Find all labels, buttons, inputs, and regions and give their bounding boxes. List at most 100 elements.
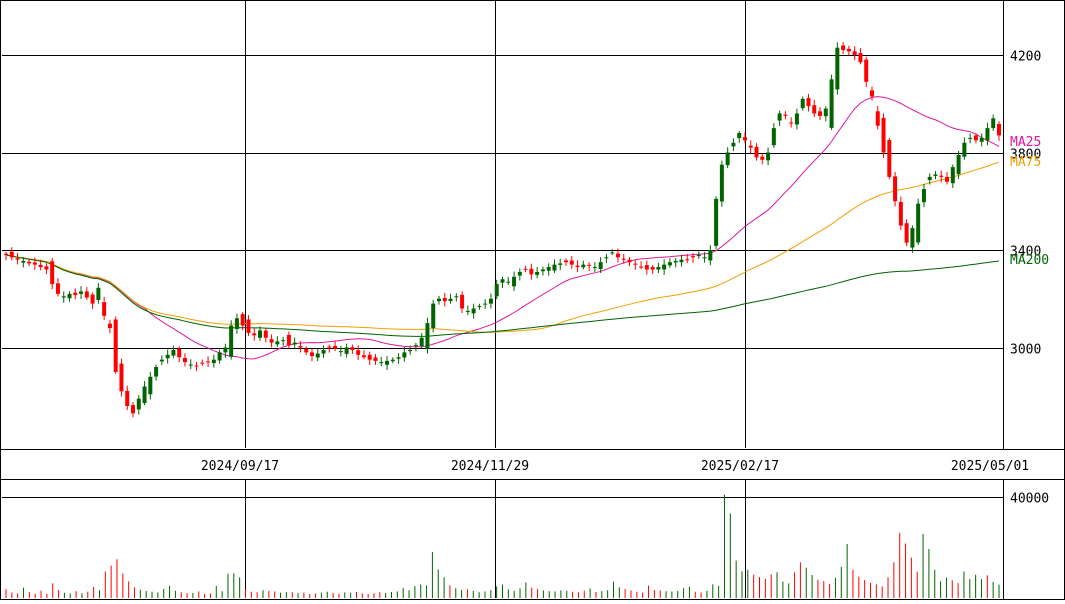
candle-body (540, 269, 545, 272)
candle-body (107, 323, 112, 328)
candle-body (685, 259, 690, 261)
candle-body (67, 293, 72, 299)
candle-body (119, 363, 124, 392)
candle-body (517, 271, 522, 276)
candle-body (887, 140, 892, 177)
candle-body (506, 281, 511, 283)
volume-tick-label: 40000 (1010, 492, 1049, 507)
candle-body (950, 167, 955, 184)
candle-body (125, 390, 130, 406)
candle-body (131, 405, 136, 414)
candle-body (154, 367, 159, 377)
candle-body (373, 357, 378, 361)
candle-body (55, 283, 60, 294)
candle-body (881, 117, 886, 153)
candle-body (875, 111, 880, 126)
candle-body (991, 118, 996, 129)
candle-body (604, 257, 609, 259)
candle-body (361, 355, 366, 358)
candle-body (50, 261, 55, 285)
candle-body (696, 254, 701, 257)
candle-body (27, 261, 32, 264)
candle-body (21, 260, 26, 263)
price-axis-labels: 3000 3400 3800 4200 (1010, 50, 1041, 358)
candle-body (691, 256, 696, 258)
date-tick-label: 2024/11/29 (451, 459, 529, 474)
candle-body (229, 325, 234, 357)
candle-body (142, 386, 147, 404)
candle-body (442, 298, 447, 302)
candle-body (916, 203, 921, 243)
candle-body (402, 352, 407, 358)
candle-body (246, 319, 251, 333)
price-tick-label: 3400 (1010, 245, 1041, 260)
candle-body (269, 339, 274, 343)
candle-body (390, 359, 395, 362)
candle-body (15, 258, 20, 260)
candle-body (818, 111, 823, 116)
candle-body (702, 257, 707, 259)
candle-body (587, 264, 592, 266)
candle-body (327, 346, 332, 348)
candle-body (558, 263, 563, 265)
ma-line-ma75 (5, 161, 1000, 333)
candle-body (673, 260, 678, 263)
candle-body (869, 90, 874, 97)
candle-body (783, 114, 788, 116)
candle-body (985, 128, 990, 141)
candle-body (344, 347, 349, 354)
candle-body (777, 113, 782, 121)
moving-average-lines (5, 96, 1000, 360)
candle-body (309, 352, 314, 357)
candle-body (546, 267, 551, 271)
candle-body (939, 175, 944, 177)
candle-body (281, 340, 286, 342)
ma-line-ma25 (5, 96, 1000, 360)
candle-body (650, 267, 655, 270)
candle-body (748, 145, 753, 148)
candle-body (800, 98, 805, 109)
candle-body (656, 267, 661, 270)
candle-body (852, 51, 857, 55)
candle-body (379, 362, 384, 364)
candle-body (956, 154, 961, 175)
candle-body (408, 349, 413, 352)
candle-body (754, 146, 759, 158)
candle-body (794, 113, 799, 125)
candle-body (454, 296, 459, 298)
candle-body (760, 156, 765, 160)
candle-body (662, 264, 667, 270)
candle-body (823, 108, 828, 117)
candle-body (639, 266, 644, 268)
candle-body (298, 346, 303, 348)
candle-body (615, 253, 620, 258)
candle-body (223, 347, 228, 353)
candle-body (708, 250, 713, 261)
candle-body (737, 133, 742, 139)
date-tick-label: 2025/05/01 (951, 459, 1029, 474)
candle-body (592, 267, 597, 269)
candle-body (771, 128, 776, 146)
candle-body (206, 361, 211, 363)
volume-axis-labels: 40000 (1010, 492, 1049, 507)
candle-body (575, 265, 580, 268)
candle-body (806, 98, 811, 107)
candle-body (263, 330, 268, 338)
candle-body (182, 357, 187, 363)
candle-body (396, 357, 401, 359)
candle-body (431, 303, 436, 328)
candle-body (96, 287, 101, 300)
candle-body (275, 341, 280, 345)
candle-body (488, 298, 493, 304)
candle-body (714, 198, 719, 246)
date-axis-labels: 2024/09/17 2024/11/29 2025/02/17 2025/05/01 (201, 459, 1029, 474)
ma-legend-ma200: MA200 (1010, 253, 1049, 268)
candle-body (188, 364, 193, 366)
candle-body (148, 376, 153, 395)
candle-body (32, 262, 37, 265)
candle-body (829, 79, 834, 128)
candle-body (9, 251, 14, 258)
candle-body (425, 323, 430, 349)
